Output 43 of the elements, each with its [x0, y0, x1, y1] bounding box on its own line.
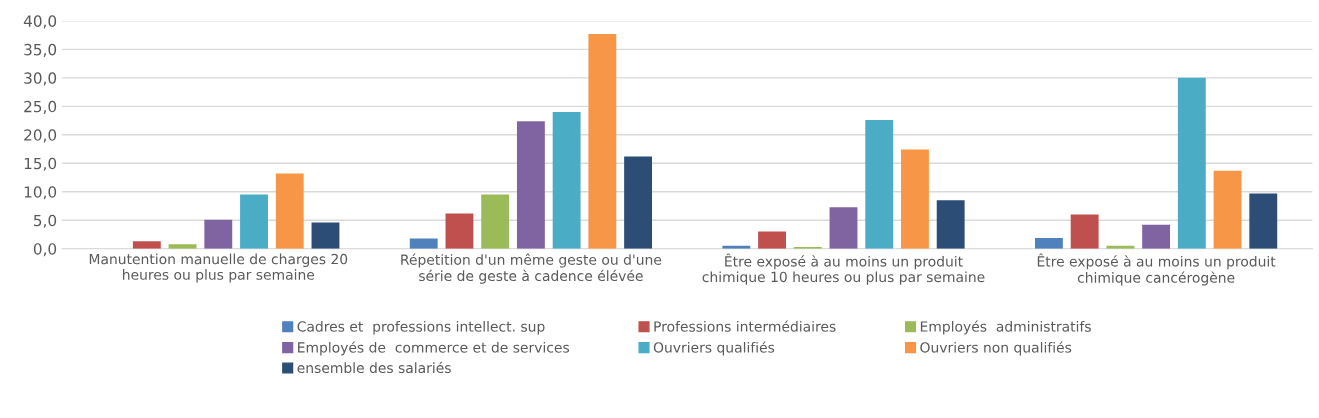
y-tick-label: 40,0	[23, 15, 57, 29]
bar	[624, 156, 653, 249]
bar	[829, 207, 858, 249]
y-tick-label: 0,0	[33, 243, 57, 257]
x-tick-label: Répetition d'un même geste ou d'une série de geste à cadence élévée	[401, 253, 662, 284]
x-tick-label: Manutention manuelle de charges 20 heures ou plus par semaine	[89, 253, 348, 283]
legend-label: Ouvriers qualifiés	[653, 341, 775, 356]
bar	[1142, 224, 1171, 249]
y-tick-label: 5,0	[34, 214, 57, 228]
x-tick-label: Être exposé à au moins un produit chimique cancérogène	[1037, 253, 1276, 286]
bar	[204, 219, 233, 249]
bar	[1034, 237, 1063, 249]
bar	[552, 112, 581, 249]
bar	[240, 194, 268, 249]
y-tick-label: 35,0	[24, 43, 57, 57]
bar	[588, 34, 617, 249]
bar	[481, 194, 510, 249]
bar	[1177, 77, 1206, 249]
bar	[865, 120, 894, 249]
legend-label: Professions intermédiaires	[654, 320, 836, 332]
legend-label: Employés administratifs	[920, 320, 1091, 335]
bar	[516, 121, 545, 249]
y-tick-label: 25,0	[24, 100, 57, 114]
y-tick-label: 30,0	[24, 72, 57, 86]
bar	[311, 222, 340, 249]
y-tick-label: 10,0	[24, 186, 57, 200]
legend-label: Cadres et professions intellect. sup	[297, 321, 545, 335]
legend-label: ensemble des salariés	[297, 361, 451, 374]
bar	[936, 200, 965, 249]
legend-label: Ouvriers non qualifiés	[920, 341, 1072, 356]
bar	[275, 173, 304, 249]
legend-label: Employés de commerce et de services	[298, 341, 570, 356]
y-tick-label: 15,0	[24, 157, 57, 171]
bar	[445, 213, 474, 249]
bar	[1249, 193, 1278, 249]
bar	[901, 149, 929, 249]
bar	[758, 231, 786, 249]
y-tick-label: 20,0	[24, 129, 57, 143]
bar	[1213, 170, 1242, 249]
bar	[132, 241, 161, 249]
bar	[1070, 214, 1099, 249]
bar	[409, 238, 438, 249]
x-tick-label: Être exposé à au moins un produit chimique 10 heures ou plus par semaine	[702, 253, 985, 285]
